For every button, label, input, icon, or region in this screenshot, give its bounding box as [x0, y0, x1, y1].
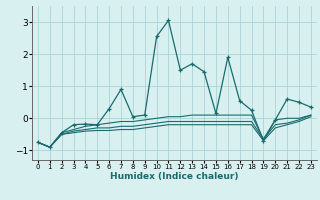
- X-axis label: Humidex (Indice chaleur): Humidex (Indice chaleur): [110, 172, 239, 181]
